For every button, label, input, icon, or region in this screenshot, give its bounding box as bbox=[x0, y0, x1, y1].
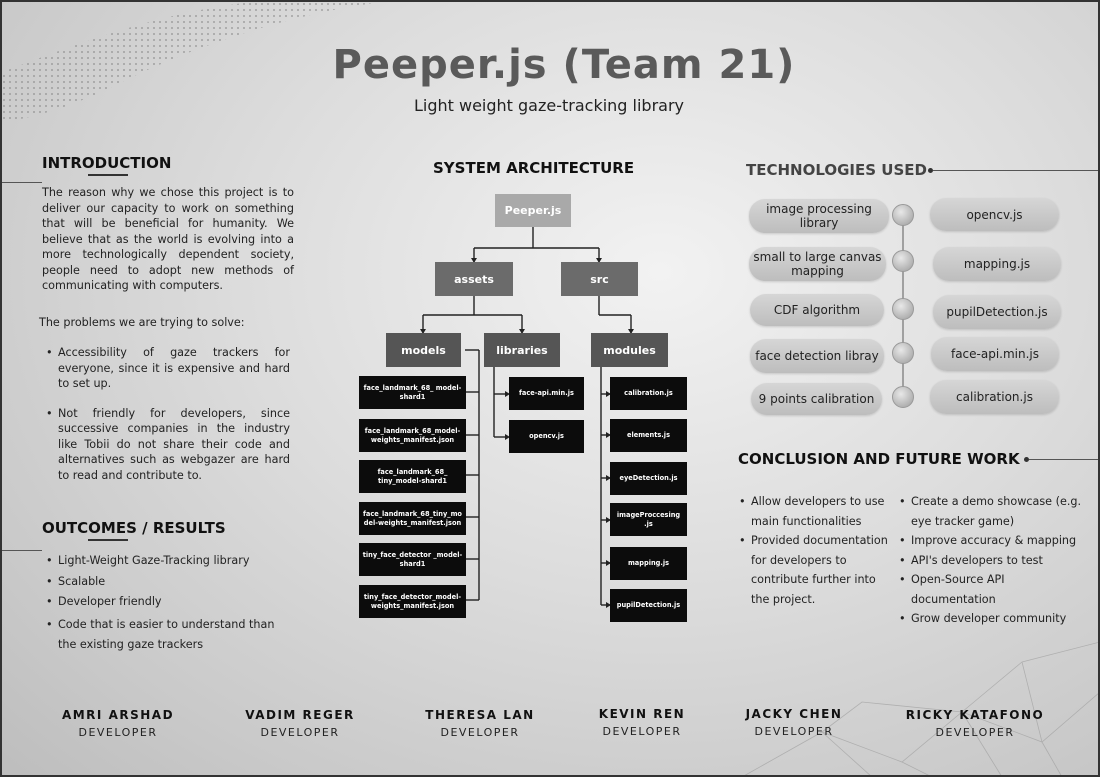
file-node: pupilDetection.js bbox=[610, 589, 687, 622]
conclusion-item: Allow developers to use main functionali… bbox=[735, 492, 895, 531]
tech-knob bbox=[892, 204, 914, 226]
outcomes-rule bbox=[2, 550, 42, 551]
file-node: elements.js bbox=[610, 419, 687, 452]
tech-purpose-pill: face detection libray bbox=[750, 339, 884, 373]
file-node: face_landmark_68_model- weights_manifest… bbox=[359, 419, 466, 452]
tech-knob bbox=[892, 386, 914, 408]
conclusion-left-list: Allow developers to use main functionali… bbox=[735, 492, 895, 609]
tech-knob bbox=[892, 342, 914, 364]
tech-name-pill: pupilDetection.js bbox=[933, 295, 1061, 329]
tech-heading-dot bbox=[928, 168, 933, 173]
node-src: src bbox=[561, 262, 638, 296]
member-name: JACKY CHEN bbox=[745, 707, 843, 721]
member-name: AMRI ARSHAD bbox=[61, 708, 175, 722]
poster-title: Peeper.js (Team 21) bbox=[332, 42, 796, 88]
file-node: mapping.js bbox=[610, 547, 687, 580]
problem-item: Not friendly for developers, since succe… bbox=[42, 406, 290, 484]
node-assets: assets bbox=[435, 262, 513, 296]
node-models: models bbox=[386, 333, 461, 367]
file-node: face_landmark_68_ model-shard1 bbox=[359, 376, 466, 409]
file-node: face_landmark_68_tiny_mo del-weights_man… bbox=[359, 502, 466, 535]
member-name: THERESA LAN bbox=[425, 708, 535, 722]
member-name: KEVIN REN bbox=[598, 707, 686, 721]
tech-name-pill: face-api.min.js bbox=[931, 337, 1059, 371]
member-role: DEVELOPER bbox=[935, 726, 1015, 739]
outcome-item: Developer friendly bbox=[42, 594, 292, 610]
tech-name-pill: calibration.js bbox=[930, 380, 1059, 414]
problem-item: Accessibility of gaze trackers for every… bbox=[42, 345, 290, 392]
conclusion-heading-rule bbox=[1029, 459, 1098, 460]
file-node: tiny_face_detector_model- weights_manife… bbox=[359, 585, 466, 618]
conclusion-item: Grow developer community bbox=[895, 609, 1085, 629]
conclusion-heading-dot bbox=[1024, 457, 1029, 462]
tech-purpose-pill: image processing library bbox=[749, 199, 889, 233]
tech-name-pill: mapping.js bbox=[933, 247, 1061, 281]
member-role: DEVELOPER bbox=[78, 726, 158, 739]
tech-heading-rule bbox=[933, 170, 1098, 171]
outcomes-heading: OUTCOMES / RESULTS bbox=[42, 519, 226, 537]
tech-purpose-pill: CDF algorithm bbox=[750, 294, 884, 326]
conclusion-item: Provided documentation for developers to… bbox=[735, 531, 895, 609]
mesh-decoration bbox=[744, 642, 1098, 775]
tech-name-pill: opencv.js bbox=[930, 198, 1059, 231]
node-peeper-root: Peeper.js bbox=[495, 194, 571, 227]
outcome-item: Code that is easier to understand than t… bbox=[42, 615, 292, 655]
node-libraries: libraries bbox=[484, 333, 560, 367]
technologies-heading: TECHNOLOGIES USED bbox=[746, 161, 927, 179]
member-role: DEVELOPER bbox=[260, 726, 340, 739]
problems-label: The problems we are trying to solve: bbox=[39, 316, 245, 329]
intro-underline bbox=[88, 174, 128, 176]
member-name: VADIM REGER bbox=[245, 708, 355, 722]
member-role: DEVELOPER bbox=[754, 725, 834, 738]
outcome-item: Scalable bbox=[42, 574, 292, 590]
tech-purpose-pill: small to large canvas mapping bbox=[749, 247, 886, 281]
member-role: DEVELOPER bbox=[440, 726, 520, 739]
intro-rule bbox=[2, 182, 42, 183]
member-name: RICKY KATAFONO bbox=[905, 708, 1045, 722]
file-node: face_landmark_68_ tiny_model-shard1 bbox=[359, 460, 466, 493]
file-node: eyeDetection.js bbox=[610, 462, 687, 495]
problems-list: Accessibility of gaze trackers for every… bbox=[42, 345, 290, 483]
tech-purpose-pill: 9 points calibration bbox=[751, 383, 882, 415]
file-node: face-api.min.js bbox=[509, 377, 584, 410]
conclusion-item: API's developers to test bbox=[895, 551, 1085, 571]
conclusion-item: Improve accuracy & mapping bbox=[895, 531, 1085, 551]
file-node: opencv.js bbox=[509, 420, 584, 453]
architecture-heading: SYSTEM ARCHITECTURE bbox=[433, 159, 635, 177]
conclusion-right-list: Create a demo showcase (e.g. eye tracker… bbox=[895, 492, 1085, 629]
outcomes-list: Light-Weight Gaze-Tracking library Scala… bbox=[42, 553, 292, 655]
introduction-paragraph: The reason why we chose this project is … bbox=[42, 186, 294, 292]
file-node: calibration.js bbox=[610, 377, 687, 410]
dotted-wave-decoration bbox=[2, 2, 382, 122]
node-modules: modules bbox=[591, 333, 668, 367]
conclusion-heading: CONCLUSION AND FUTURE WORK bbox=[738, 450, 1020, 468]
tech-knob bbox=[892, 250, 914, 272]
poster-subtitle: Light weight gaze-tracking library bbox=[413, 96, 685, 115]
member-role: DEVELOPER bbox=[602, 725, 682, 738]
conclusion-item: Create a demo showcase (e.g. eye tracker… bbox=[895, 492, 1085, 531]
introduction-heading: INTRODUCTION bbox=[42, 154, 172, 172]
conclusion-item: Open-Source API documentation bbox=[895, 570, 1085, 609]
outcomes-underline bbox=[88, 539, 128, 541]
file-node: imageProccesing .js bbox=[610, 503, 687, 536]
tech-knob bbox=[892, 298, 914, 320]
file-node: tiny_face_detector _model-shard1 bbox=[359, 543, 466, 576]
outcome-item: Light-Weight Gaze-Tracking library bbox=[42, 553, 292, 569]
